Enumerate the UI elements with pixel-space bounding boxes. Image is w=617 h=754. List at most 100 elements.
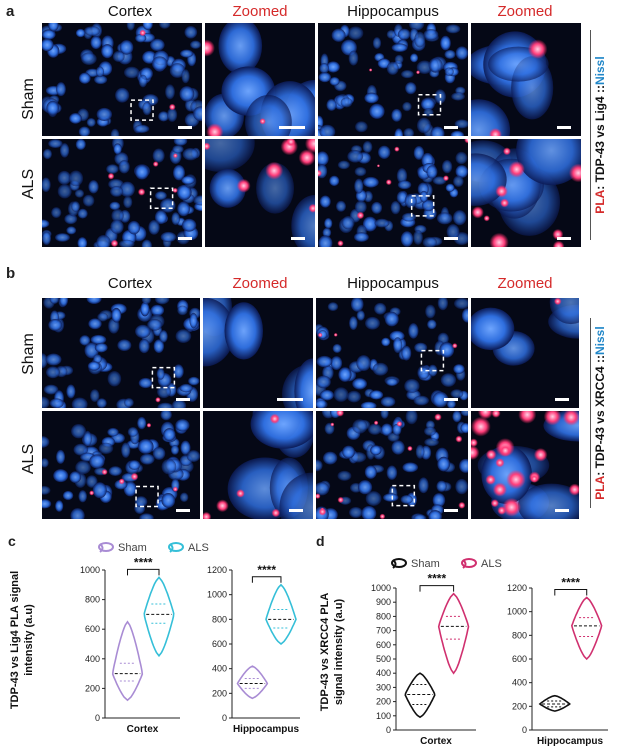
nucleus: [165, 84, 175, 100]
nucleus: [106, 164, 119, 174]
pla-signal: [155, 397, 161, 403]
nucleus: [171, 399, 187, 408]
nucleus: [134, 496, 148, 508]
panel-b-col-cortex: Cortex: [107, 275, 153, 292]
nucleus: [316, 482, 330, 496]
nucleus: [42, 436, 50, 448]
nucleus: [186, 450, 200, 463]
micrograph-a-cortex-als: [42, 139, 202, 247]
significance-bracket: [251, 576, 282, 583]
pla-signal: [265, 161, 284, 180]
chart-c-svg: c Sham ALS TDP-43 vs Lig4 PLA signal intensi…: [8, 533, 300, 735]
nucleus: [90, 334, 107, 345]
nucleus: [71, 201, 81, 212]
nucleus: [205, 139, 255, 172]
nucleus: [110, 128, 120, 136]
nucleus: [316, 399, 328, 408]
nucleus: [360, 401, 377, 408]
nucleus: [86, 298, 102, 305]
nucleus: [139, 513, 154, 519]
pla-signal: [434, 413, 442, 421]
scale-bar: [444, 237, 458, 240]
nucleus: [42, 29, 56, 40]
nucleus: [56, 82, 66, 97]
nucleus: [96, 398, 107, 408]
nucleus: [175, 329, 192, 343]
nucleus: [400, 231, 414, 247]
nucleus: [329, 175, 340, 187]
legend: Sham ALS: [98, 542, 209, 554]
nucleus: [364, 92, 379, 104]
micrograph-b-hippocampus-als: [316, 411, 468, 519]
pla-signal: [416, 70, 421, 75]
pla-signal: [495, 458, 505, 468]
nucleus: [369, 390, 384, 400]
nucleus: [84, 26, 101, 36]
nissl-text: Nissl: [593, 56, 607, 85]
nucleus: [405, 82, 417, 95]
nucleus: [350, 451, 367, 463]
y-tick-label: 800: [85, 595, 100, 605]
nissl-text: Nissl: [593, 326, 607, 355]
pla-signal: [330, 422, 335, 427]
nucleus: [471, 307, 515, 351]
nucleus: [193, 195, 202, 206]
nucleus: [331, 28, 346, 42]
nucleus: [326, 61, 340, 73]
nucleus: [354, 232, 369, 242]
pla-signal: [333, 332, 338, 337]
nucleus: [42, 353, 48, 369]
panel-b-col-zoomed-1: Zoomed: [232, 275, 288, 292]
nucleus: [369, 103, 385, 119]
nucleus: [59, 143, 70, 158]
y-axis-label-line: TDP-43 vs XRCC4 PLA: [319, 593, 331, 712]
nucleus: [115, 87, 130, 103]
significance-bracket: [419, 585, 455, 592]
panel-b-col-zoomed-2: Zoomed: [497, 275, 553, 292]
nucleus: [364, 316, 380, 330]
nucleus: [127, 427, 139, 437]
nucleus: [42, 499, 52, 509]
nucleus: [446, 399, 456, 408]
nucleus: [138, 338, 150, 354]
pla-signal: [396, 420, 403, 427]
micrograph-b-zoom-cortex-als: [203, 411, 313, 519]
nucleus: [127, 220, 141, 235]
y-tick-label: 800: [212, 614, 227, 624]
nucleus: [179, 383, 193, 393]
nucleus: [189, 312, 198, 329]
y-axis-label-line: signal intensity (a.u): [333, 598, 345, 705]
nucleus: [374, 218, 390, 228]
scale-bar: [291, 237, 305, 240]
nucleus: [119, 40, 134, 55]
nucleus: [362, 216, 378, 232]
pla-signal: [203, 511, 212, 519]
nucleus: [444, 67, 454, 76]
y-axis-label: TDP-43 vs XRCC4 PLA signal intensity (a.u…: [319, 593, 345, 712]
pla-signal: [373, 420, 379, 426]
nucleus: [459, 458, 468, 473]
nucleus: [445, 183, 455, 192]
y-tick-label: 600: [376, 640, 391, 650]
nucleus: [337, 470, 352, 481]
y-tick-label: 600: [85, 624, 100, 634]
nucleus: [408, 323, 419, 339]
nucleus: [169, 63, 186, 78]
nucleus: [119, 181, 135, 197]
panel-a-col-hippocampus: Hippocampus: [347, 3, 439, 20]
pla-signal: [316, 493, 321, 499]
nucleus: [338, 367, 352, 382]
nucleus: [140, 453, 155, 465]
legend: Sham ALS: [391, 558, 502, 570]
pla-text: PLA: [593, 475, 607, 500]
nucleus: [380, 396, 396, 407]
pla-signal: [205, 39, 215, 57]
panel-b-row-sham: Sham: [20, 333, 37, 375]
pla-signal: [308, 203, 315, 213]
nucleus: [396, 168, 408, 184]
pla-signal: [527, 39, 548, 59]
nucleus: [77, 237, 88, 247]
nucleus: [77, 208, 88, 219]
scale-bar: [277, 398, 303, 401]
nucleus: [89, 454, 105, 469]
